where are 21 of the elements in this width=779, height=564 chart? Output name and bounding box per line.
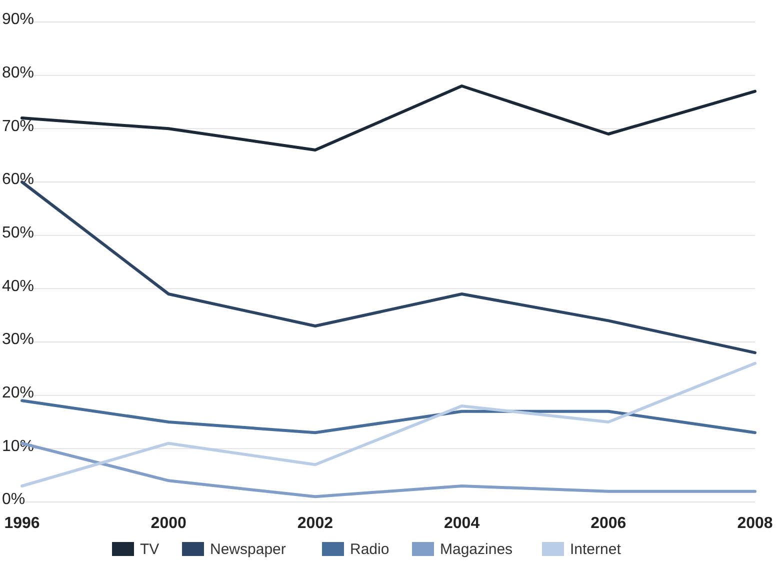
- x-tick-label: 1996: [4, 515, 40, 532]
- y-tick-label: 0%: [2, 491, 26, 508]
- y-tick-label: 60%: [2, 171, 34, 188]
- y-tick-label: 50%: [2, 224, 34, 242]
- y-tick-label: 30%: [2, 331, 34, 348]
- y-tick-label: 40%: [2, 278, 34, 295]
- x-tick-label: 2006: [590, 515, 626, 532]
- y-tick-label: 20%: [2, 384, 34, 402]
- legend-label: Internet: [570, 541, 622, 558]
- y-tick-label: 80%: [2, 64, 34, 82]
- line-series: [20, 399, 756, 434]
- y-tick-label: 90%: [2, 11, 34, 28]
- x-tick-label: 2002: [297, 515, 334, 532]
- legend-label: Newspaper: [210, 541, 286, 558]
- legend-label: TV: [140, 541, 160, 558]
- x-tick-label: 2008: [737, 515, 773, 532]
- x-tick-label: 2004: [444, 515, 480, 532]
- x-tick-label: 2000: [150, 515, 186, 532]
- legend-label: Radio: [350, 541, 390, 558]
- y-tick-label: 70%: [2, 118, 34, 135]
- legend-label: Magazines: [440, 541, 513, 558]
